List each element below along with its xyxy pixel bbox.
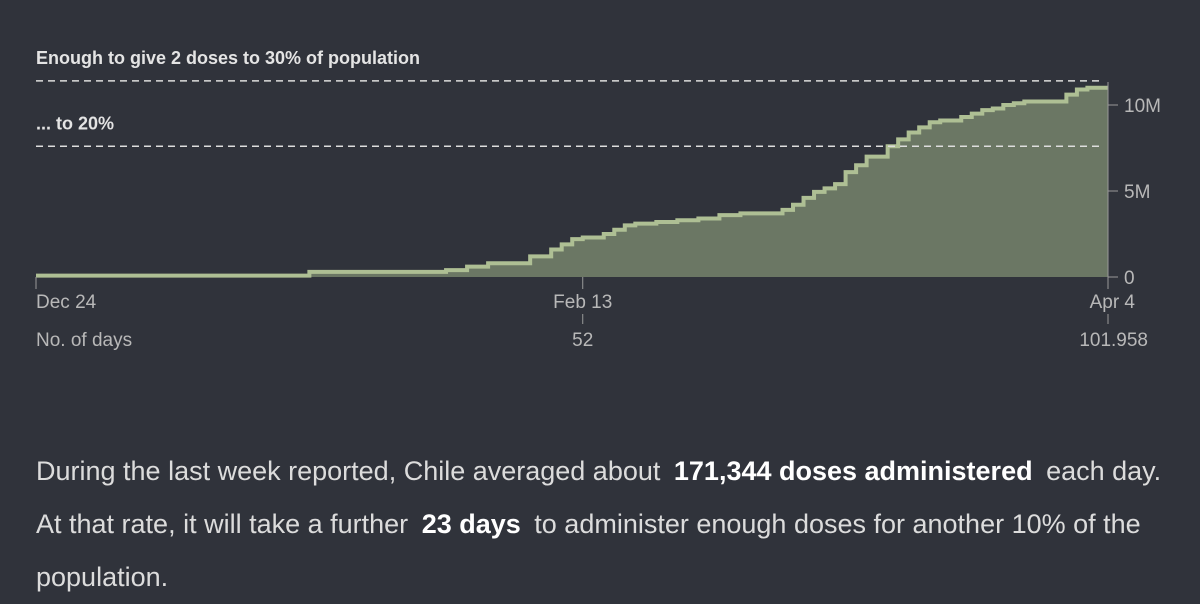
y-tick-label: 10M bbox=[1124, 96, 1161, 117]
x-date-label: Apr 4 bbox=[1090, 292, 1136, 313]
doses-line bbox=[36, 85, 1108, 278]
summary-part3: to administer enough doses for another 1… bbox=[36, 509, 1141, 592]
doses-area bbox=[36, 87, 1108, 277]
x-day-label: 52 bbox=[572, 330, 593, 351]
x-date-label: Dec 24 bbox=[36, 292, 97, 313]
summary-doses-highlight: 171,344 doses administered bbox=[673, 456, 1033, 486]
y-tick-label: 0 bbox=[1124, 268, 1135, 289]
summary-part1: During the last week reported, Chile ave… bbox=[36, 456, 661, 486]
summary-text: During the last week reported, Chile ave… bbox=[36, 445, 1176, 604]
y-tick-label: 5M bbox=[1124, 182, 1150, 203]
reference-label-1: Enough to give 2 doses to 30% of populat… bbox=[36, 48, 420, 68]
x-date-label: Feb 13 bbox=[553, 292, 612, 313]
x-day-label: No. of days bbox=[36, 330, 132, 351]
chart-svg: Enough to give 2 doses to 30% of populat… bbox=[35, 48, 1161, 351]
reference-label-2: ... to 20% bbox=[36, 113, 114, 133]
summary-part2: each day. At that rate, it will take a f… bbox=[36, 456, 1162, 539]
summary-days-highlight: 23 days bbox=[421, 509, 521, 539]
x-day-label: 101.958 bbox=[1079, 330, 1148, 351]
vaccination-chart: Enough to give 2 doses to 30% of populat… bbox=[35, 48, 1161, 351]
